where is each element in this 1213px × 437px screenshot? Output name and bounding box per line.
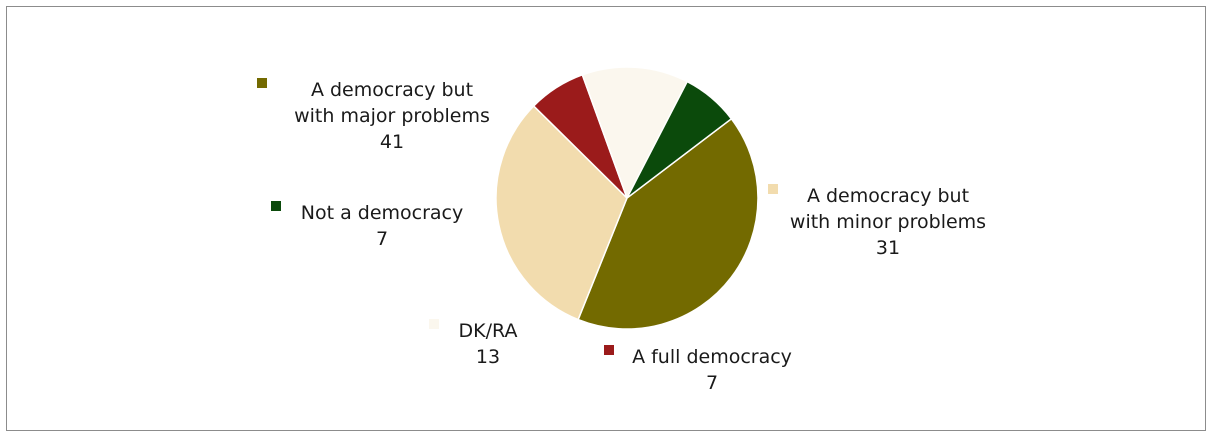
data-label-4: Not a democracy 7: [271, 201, 463, 250]
data-label-3: DK/RA 13: [429, 319, 517, 368]
slice-label-4-line-0: Not a democracy: [301, 202, 463, 224]
slice-label-0-line-0: A democracy but: [311, 79, 473, 101]
pie-slice-0: [577, 117, 759, 330]
legend-marker-2: [604, 345, 614, 355]
legend-marker-0: [257, 78, 267, 88]
legend-marker-3: [429, 319, 439, 329]
pie-slice-4: [626, 80, 733, 199]
slice-label-3-line-0: DK/RA: [459, 320, 518, 342]
legend-marker-4: [271, 201, 281, 211]
slice-label-2-line-0: A full democracy: [632, 346, 792, 368]
data-label-0: A democracy but with major problems 41: [257, 78, 490, 153]
pie-slice-1: [495, 104, 628, 321]
slice-value-3: 13: [476, 346, 500, 368]
slice-label-1-line-1: with minor problems: [790, 211, 986, 233]
slice-label-0-line-1: with major problems: [294, 105, 490, 127]
slice-value-1: 31: [876, 237, 900, 259]
slice-value-2: 7: [706, 372, 718, 394]
data-label-1: A democracy but with minor problems 31: [768, 184, 986, 259]
legend-marker-1: [768, 184, 778, 194]
pie-slice-3: [581, 66, 689, 200]
slice-label-1-line-0: A democracy but: [807, 185, 969, 207]
data-label-2: A full democracy 7: [604, 345, 792, 394]
slice-value-0: 41: [380, 131, 404, 153]
slice-value-4: 7: [376, 228, 388, 250]
